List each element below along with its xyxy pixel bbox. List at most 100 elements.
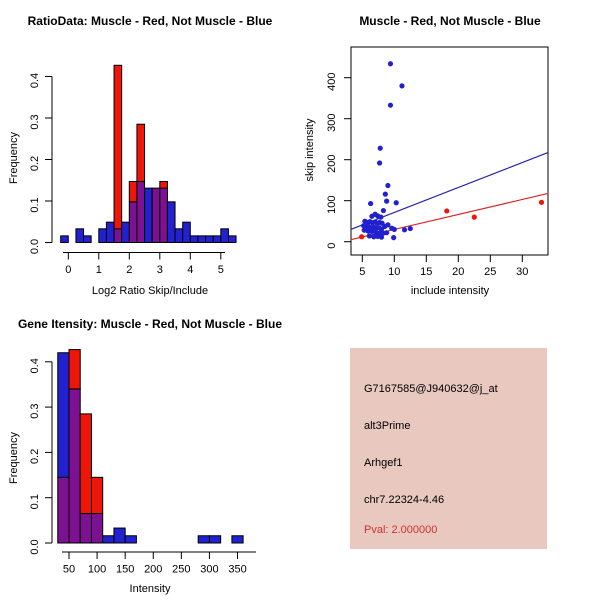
scatter-point-blue bbox=[384, 198, 390, 204]
x-tick-label: 5 bbox=[359, 266, 365, 278]
hist-bar-blue bbox=[205, 235, 214, 244]
ratio-hist-xlabel: Log2 Ratio Skip/Include bbox=[91, 285, 209, 297]
gene-hist-ylabel: Frequency bbox=[8, 432, 20, 484]
hist-bar-blue bbox=[144, 187, 153, 243]
location-text: chr7.22324-4.46 bbox=[364, 494, 445, 506]
scatter-point-blue bbox=[391, 226, 397, 232]
gene-hist-xlabel: Intensity bbox=[129, 583, 171, 595]
hist-bar-blue bbox=[113, 527, 126, 544]
gene-hist-title: Gene Itensity: Muscle - Red, Not Muscle … bbox=[17, 317, 283, 331]
hist-bar-overlap bbox=[68, 388, 81, 544]
hist-bar-blue bbox=[197, 535, 210, 544]
hist-bar-red bbox=[159, 180, 168, 189]
y-tick-label: 300 bbox=[326, 114, 338, 132]
x-tick-label: 3 bbox=[157, 264, 163, 276]
x-tick-label: 5 bbox=[218, 264, 224, 276]
scatter-point-blue bbox=[384, 230, 390, 236]
scatter-point-blue bbox=[377, 145, 383, 151]
x-tick-label: 150 bbox=[116, 564, 134, 576]
scatter-point-blue bbox=[376, 160, 383, 166]
x-tick-label: 25 bbox=[484, 266, 496, 278]
scatter-xlabel: include intensity bbox=[410, 285, 490, 297]
hist-bar-red bbox=[68, 349, 81, 390]
scatter-point-blue bbox=[407, 225, 413, 232]
y-tick-label: 100 bbox=[326, 196, 338, 214]
scatter-point-red bbox=[359, 234, 365, 240]
hist-bar-blue bbox=[227, 235, 237, 244]
hist-bar-blue bbox=[174, 228, 184, 243]
hist-bar-red bbox=[90, 476, 104, 515]
hist-bar-blue bbox=[105, 221, 115, 243]
y-tick-label: 0.2 bbox=[29, 449, 41, 464]
scatter-point-blue bbox=[371, 234, 377, 240]
y-tick-label: 0 bbox=[326, 243, 338, 249]
y-tick-label: 0.3 bbox=[29, 403, 41, 418]
x-tick-label: 250 bbox=[172, 564, 190, 576]
y-tick-label: 0.4 bbox=[29, 358, 41, 373]
hist-bar-overlap bbox=[79, 513, 92, 544]
scatter-point-blue bbox=[387, 102, 394, 108]
hist-bar-blue bbox=[60, 235, 69, 244]
hist-bar-overlap bbox=[128, 201, 138, 243]
hist-bar-red bbox=[136, 123, 146, 182]
x-tick-label: 30 bbox=[516, 266, 528, 278]
scatter-point-red bbox=[444, 208, 450, 214]
splice-type-text: alt3Prime bbox=[364, 420, 411, 432]
hist-bar-overlap bbox=[90, 513, 104, 544]
y-tick-label: 0.0 bbox=[29, 239, 41, 254]
x-tick-label: 350 bbox=[228, 564, 246, 576]
hist-bar-overlap bbox=[159, 187, 168, 243]
hist-bar-blue bbox=[98, 228, 107, 243]
hist-bar-blue bbox=[189, 235, 199, 244]
scatter-point-red bbox=[538, 199, 545, 205]
hist-bar-blue bbox=[231, 535, 244, 544]
hist-bar-blue bbox=[182, 221, 191, 243]
scatter-point-blue bbox=[369, 213, 375, 219]
hist-bar-blue bbox=[208, 535, 222, 544]
y-tick-label: 400 bbox=[326, 73, 338, 91]
x-tick-label: 15 bbox=[420, 266, 432, 278]
scatter-point-blue bbox=[393, 200, 399, 206]
y-tick-label: 0.2 bbox=[29, 156, 41, 171]
hist-bar-overlap bbox=[136, 180, 146, 243]
hist-bar-blue bbox=[212, 235, 222, 244]
scatter-point-blue bbox=[387, 61, 394, 67]
scatter-point-blue bbox=[391, 235, 397, 241]
scatter-point-blue bbox=[382, 191, 388, 197]
ratio-hist-title: RatioData: Muscle - Red, Not Muscle - Bl… bbox=[27, 14, 273, 28]
scatter-point-blue bbox=[378, 214, 384, 220]
gene_hist-plot: 0.0 0.1 0.2 0.3 0.4 50 100 150 200 250 300 350 bbox=[29, 349, 256, 576]
hist-bar-blue bbox=[166, 201, 176, 243]
scatter-point-blue bbox=[385, 182, 391, 189]
x-tick-label: 0 bbox=[65, 264, 71, 276]
hist-bar-red bbox=[128, 180, 138, 203]
scatter-point-blue bbox=[380, 207, 387, 214]
x-tick-label: 200 bbox=[144, 564, 162, 576]
hist-bar-overlap bbox=[151, 187, 161, 243]
probe-id-text: G7167585@J940632@j_at bbox=[364, 383, 498, 395]
hist-bar-blue bbox=[124, 535, 137, 544]
hist-bar-blue bbox=[83, 235, 92, 244]
scatter-ylabel: skip intensity bbox=[304, 118, 316, 182]
y-tick-label: 0.4 bbox=[29, 73, 41, 88]
x-tick-label: 20 bbox=[452, 266, 464, 278]
scatter-point-blue bbox=[385, 222, 391, 228]
x-tick-label: 50 bbox=[63, 564, 75, 576]
hist-bar-red bbox=[79, 413, 92, 515]
x-tick-label: 4 bbox=[187, 264, 193, 276]
ratio_hist-plot: 0.0 0.1 0.2 0.3 0.4 0 1 2 3 4 5 bbox=[29, 64, 237, 276]
x-tick-label: 10 bbox=[388, 266, 400, 278]
info-box: G7167585@J940632@j_at alt3Prime Arhgef1 … bbox=[350, 348, 547, 549]
y-tick-label: 0.3 bbox=[29, 114, 41, 129]
hist-bar-red bbox=[113, 64, 123, 230]
scatter-point-blue bbox=[365, 228, 371, 234]
hist-bar-blue bbox=[121, 221, 130, 243]
scatter-title: Muscle - Red, Not Muscle - Blue bbox=[359, 14, 541, 28]
scatter-point-blue bbox=[368, 200, 374, 207]
hist-bar-blue bbox=[197, 235, 207, 244]
x-tick-label: 2 bbox=[126, 264, 132, 276]
plot-box bbox=[350, 46, 549, 256]
scatter-point-blue bbox=[378, 234, 385, 240]
x-tick-label: 1 bbox=[96, 264, 102, 276]
